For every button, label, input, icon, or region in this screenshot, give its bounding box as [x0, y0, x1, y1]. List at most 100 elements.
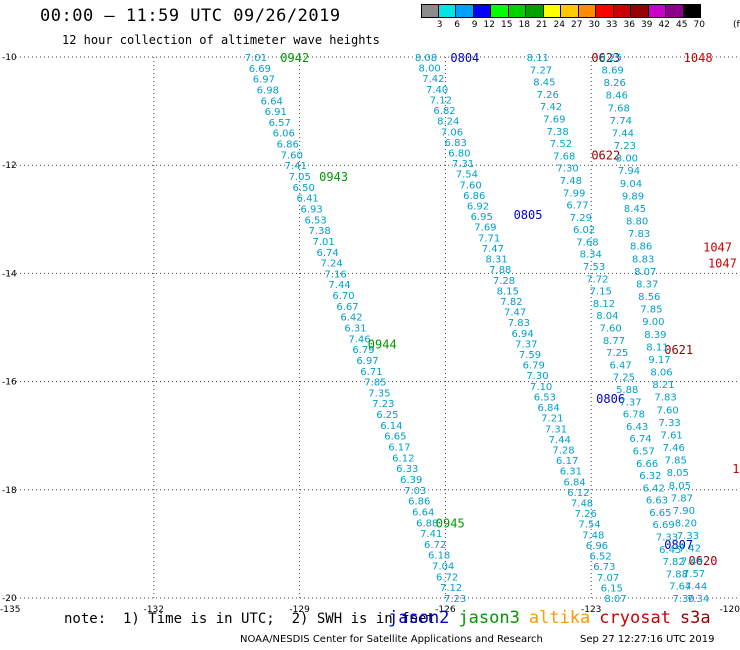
wave-height-value: 7.31: [452, 159, 474, 170]
wave-height-value: 8.24: [437, 117, 459, 128]
pass-time-label: 0942: [280, 51, 309, 65]
wave-height-value: 7.30: [526, 371, 548, 382]
wave-height-value: 8.05: [669, 481, 691, 492]
scale-swatch: 9: [456, 4, 478, 30]
scale-label: 36: [623, 20, 635, 30]
wave-height-value: 8.31: [485, 255, 507, 266]
wave-height-value: 6.67: [336, 302, 358, 313]
pass-time-label: 1048: [684, 51, 713, 65]
wave-height-value: 6.15: [601, 583, 623, 594]
wave-height-value: 6.53: [305, 215, 327, 226]
wave-height-value: 6.41: [297, 194, 319, 205]
wave-height-value: 7.47: [504, 308, 526, 319]
wave-height-value: 7.54: [456, 170, 478, 181]
wave-height-value: 8.21: [652, 380, 674, 391]
wave-height-value: 8.07: [604, 594, 626, 605]
wave-height-value: 8.34: [580, 250, 602, 261]
wave-height-value: 7.15: [590, 287, 612, 298]
x-tick-label: -126: [435, 605, 456, 615]
wave-height-value: 7.44: [685, 581, 707, 592]
y-tick-label: -18: [2, 486, 17, 496]
wave-height-value: 7.25: [613, 373, 635, 384]
wave-height-value: 7.33: [677, 531, 699, 542]
wave-height-value: 7.59: [519, 350, 541, 361]
wave-height-value: 6.84: [537, 403, 559, 414]
scale-swatch-color: [526, 4, 544, 18]
wave-height-value: 6.33: [396, 464, 418, 475]
wave-height-value: 6.57: [269, 118, 291, 129]
x-tick-label: -135: [0, 605, 20, 615]
wave-height-value: 8.20: [675, 519, 697, 530]
wave-height-value: 7.06: [441, 127, 463, 138]
pass-time-label: 0944: [368, 338, 397, 352]
wave-height-value: 6.77: [566, 201, 588, 212]
pass-time-label: 0804: [450, 51, 479, 65]
scale-swatch: 21: [526, 4, 548, 30]
wave-height-value: 6.64: [261, 96, 283, 107]
wave-height-value: 7.87: [671, 493, 693, 504]
wave-height-value: 8.11: [527, 53, 549, 64]
scale-swatch: 24: [543, 4, 565, 30]
y-tick-label: -16: [2, 378, 17, 388]
wave-height-value: 8.77: [603, 336, 625, 347]
scale-swatch: 30: [578, 4, 600, 30]
wave-height-value: 8.00: [616, 154, 638, 165]
wave-height-value: 7.03: [404, 486, 426, 497]
satellite-jason2: jason2: [388, 608, 450, 628]
scale-swatch-color: [473, 4, 491, 18]
wave-height-value: 7.28: [552, 445, 574, 456]
wave-height-value: 7.12: [440, 583, 462, 594]
scale-swatch-color: [543, 4, 561, 18]
scale-swatch-color: [631, 4, 649, 18]
y-tick-label: -20: [2, 594, 17, 604]
wave-height-value: 7.60: [600, 324, 622, 335]
scale-swatch: 45: [666, 4, 688, 30]
wave-height-value: 8.05: [667, 468, 689, 479]
pass-time-label: 0623: [591, 51, 620, 65]
wave-height-value: 6.42: [340, 313, 362, 324]
satellite-jason3: jason3: [458, 608, 520, 628]
wave-height-value: 7.46: [348, 334, 370, 345]
scale-swatch: 6: [438, 4, 460, 30]
scale-label: 15: [501, 20, 513, 30]
wave-height-value: 6.47: [609, 360, 631, 371]
wave-height-value: 6.71: [360, 367, 382, 378]
pass-time-label: 1046: [732, 462, 740, 476]
wave-height-value: 7.05: [289, 172, 311, 183]
wave-height-value: 8.26: [604, 78, 626, 89]
wave-height-value: 6.25: [376, 410, 398, 421]
scale-swatch: 70: [683, 4, 705, 30]
wave-height-value: 8.39: [644, 330, 666, 341]
wave-height-value: 5.88: [616, 385, 638, 396]
scale-swatch-color: [438, 4, 456, 18]
wave-height-value: 6.45: [659, 545, 681, 556]
wave-height-value: 7.30: [556, 164, 578, 175]
wave-height-value: 7.57: [683, 569, 705, 580]
scale-swatch-color: [683, 4, 701, 18]
scale-swatch-color: [613, 4, 631, 18]
satellite-cryosat: cryosat: [599, 608, 671, 628]
wave-height-value: 7.47: [482, 244, 504, 255]
scale-swatch: 36: [613, 4, 635, 30]
satellite-altika: altika: [528, 608, 591, 628]
wave-height-value: 8.80: [626, 217, 648, 228]
scale-swatch: 3: [421, 4, 443, 30]
scale-label: 42: [658, 20, 670, 30]
scale-label: 30: [588, 20, 600, 30]
wave-height-value: 7.44: [612, 128, 634, 139]
wave-height-value: 7.41: [285, 161, 307, 172]
wave-height-value: 7.99: [563, 188, 585, 199]
scale-label: 18: [518, 20, 530, 30]
wave-height-value: 8.37: [636, 279, 658, 290]
wave-height-value: 6.18: [428, 551, 450, 562]
wave-height-value: 6.43: [626, 422, 648, 433]
wave-height-value: 6.74: [316, 248, 338, 259]
wave-height-value: 9.04: [620, 179, 642, 190]
wave-height-value: 7.33: [656, 533, 678, 544]
wave-height-value: 7.69: [474, 223, 496, 234]
pass-time-label: 0622: [591, 148, 620, 162]
wave-height-value: 7.24: [320, 259, 342, 270]
